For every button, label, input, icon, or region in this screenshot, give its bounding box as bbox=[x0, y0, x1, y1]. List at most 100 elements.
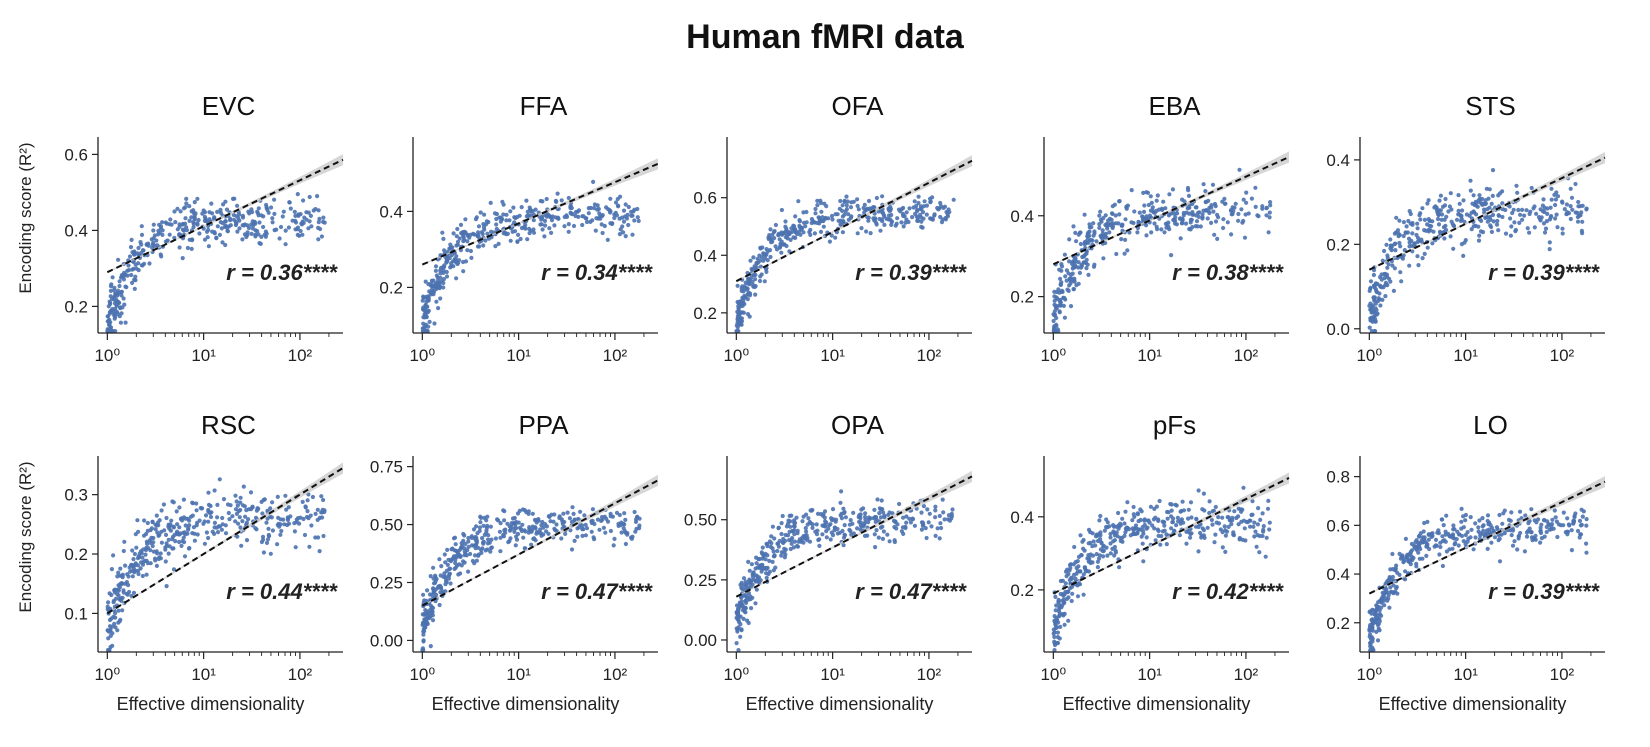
scatter-point bbox=[468, 248, 473, 254]
scatter-point bbox=[1075, 583, 1080, 588]
scatter-point bbox=[1266, 230, 1271, 235]
scatter-point bbox=[203, 216, 208, 221]
x-tick-label: 10² bbox=[917, 346, 942, 365]
fit-line bbox=[1052, 477, 1290, 595]
scatter-point bbox=[1072, 544, 1077, 550]
scatter-point bbox=[1267, 215, 1272, 220]
scatter-point bbox=[117, 283, 122, 289]
scatter-point bbox=[461, 259, 466, 265]
x-axis-label: Effective dimensionality bbox=[117, 694, 305, 714]
scatter-point bbox=[317, 549, 322, 554]
scatter-point bbox=[1554, 212, 1559, 217]
scatter-point bbox=[747, 568, 752, 573]
scatter-point bbox=[187, 523, 192, 528]
scatter-point bbox=[481, 540, 486, 545]
y-tick-label: 0.75 bbox=[370, 458, 403, 477]
scatter-point bbox=[1098, 537, 1103, 542]
scatter-point bbox=[1067, 577, 1072, 583]
scatter-point bbox=[1252, 520, 1257, 525]
scatter-point bbox=[441, 280, 446, 286]
x-tick-label: 10² bbox=[288, 346, 313, 365]
scatter-point bbox=[442, 248, 447, 253]
scatter-point bbox=[1220, 515, 1225, 520]
scatter-point bbox=[880, 536, 886, 542]
scatter-point bbox=[307, 194, 312, 200]
confidence-band bbox=[736, 155, 972, 282]
scatter-point bbox=[485, 547, 490, 552]
scatter-point bbox=[1438, 544, 1443, 550]
scatter-point bbox=[305, 498, 310, 503]
scatter-point bbox=[1509, 510, 1514, 515]
scatter-point bbox=[171, 524, 176, 529]
scatter-point bbox=[206, 227, 211, 233]
scatter-point bbox=[1103, 213, 1108, 218]
scatter-point bbox=[1407, 263, 1412, 268]
scatter-point bbox=[136, 571, 141, 577]
scatter-point bbox=[810, 522, 815, 527]
scatter-point bbox=[1081, 546, 1086, 551]
scatter-point bbox=[552, 223, 557, 228]
scatter-point bbox=[1067, 237, 1072, 242]
scatter-point bbox=[154, 549, 159, 554]
scatter-point bbox=[106, 304, 111, 309]
scatter-point bbox=[466, 544, 471, 550]
scatter-point bbox=[164, 584, 169, 589]
scatter-point bbox=[1144, 535, 1149, 540]
scatter-point bbox=[1482, 202, 1487, 207]
scatter-point bbox=[745, 595, 750, 600]
scatter-point bbox=[929, 524, 934, 529]
scatter-point bbox=[788, 546, 793, 552]
scatter-point bbox=[1440, 563, 1445, 569]
y-tick-label: 0.4 bbox=[1010, 508, 1034, 527]
scatter-point bbox=[1440, 204, 1446, 209]
scatter-point bbox=[420, 620, 426, 626]
scatter-point bbox=[206, 490, 211, 495]
scatter-point bbox=[876, 535, 881, 540]
scatter-point bbox=[1489, 540, 1494, 545]
scatter-point bbox=[1579, 228, 1584, 233]
scatter-point bbox=[1067, 259, 1072, 264]
scatter-point bbox=[1438, 193, 1443, 198]
scatter-point bbox=[1236, 211, 1241, 217]
scatter-point bbox=[1148, 194, 1153, 199]
scatter-point bbox=[1229, 232, 1234, 237]
scatter-point bbox=[113, 291, 118, 296]
scatter-point bbox=[132, 551, 137, 557]
scatter-point bbox=[846, 217, 851, 222]
scatter-point bbox=[1404, 224, 1409, 229]
scatter-point bbox=[445, 259, 450, 264]
scatter-point bbox=[1059, 605, 1064, 610]
scatter-point bbox=[1159, 206, 1164, 211]
scatter-point bbox=[873, 545, 878, 550]
scatter-point bbox=[139, 551, 144, 556]
scatter-point bbox=[797, 225, 803, 230]
scatter-point bbox=[1416, 263, 1421, 268]
scatter-point bbox=[1403, 569, 1408, 574]
scatter-point bbox=[823, 519, 828, 524]
scatter-point bbox=[1376, 621, 1381, 627]
scatter-point bbox=[1244, 200, 1249, 205]
scatter-point bbox=[445, 547, 450, 553]
scatter-point bbox=[807, 539, 813, 544]
scatter-point bbox=[1400, 553, 1405, 558]
scatter-point bbox=[1058, 300, 1063, 305]
scatter-point bbox=[454, 234, 459, 239]
scatter-point bbox=[1371, 272, 1376, 278]
scatter-point bbox=[741, 295, 746, 300]
scatter-point bbox=[1411, 555, 1416, 561]
scatter-point bbox=[795, 543, 800, 549]
scatter-point bbox=[121, 548, 126, 554]
scatter-point bbox=[622, 511, 627, 516]
scatter-point bbox=[1051, 631, 1056, 636]
scatter-point bbox=[866, 218, 871, 223]
scatter-point bbox=[178, 209, 183, 214]
scatter-point bbox=[621, 521, 626, 527]
scatter-point bbox=[544, 196, 549, 202]
scatter-point bbox=[1057, 611, 1063, 616]
scatter-point bbox=[290, 218, 295, 223]
scatter-point bbox=[1073, 230, 1078, 235]
scatter-point bbox=[1261, 527, 1266, 533]
scatter-point bbox=[1385, 598, 1390, 603]
scatter-point bbox=[531, 218, 536, 223]
scatter-point bbox=[772, 236, 777, 241]
